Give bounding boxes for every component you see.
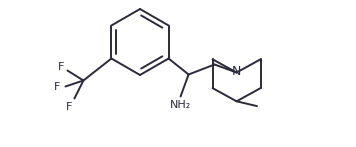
Text: F: F <box>54 81 61 91</box>
Text: NH₂: NH₂ <box>170 100 191 110</box>
Text: F: F <box>58 61 64 71</box>
Text: N: N <box>232 65 241 78</box>
Text: F: F <box>66 101 73 112</box>
